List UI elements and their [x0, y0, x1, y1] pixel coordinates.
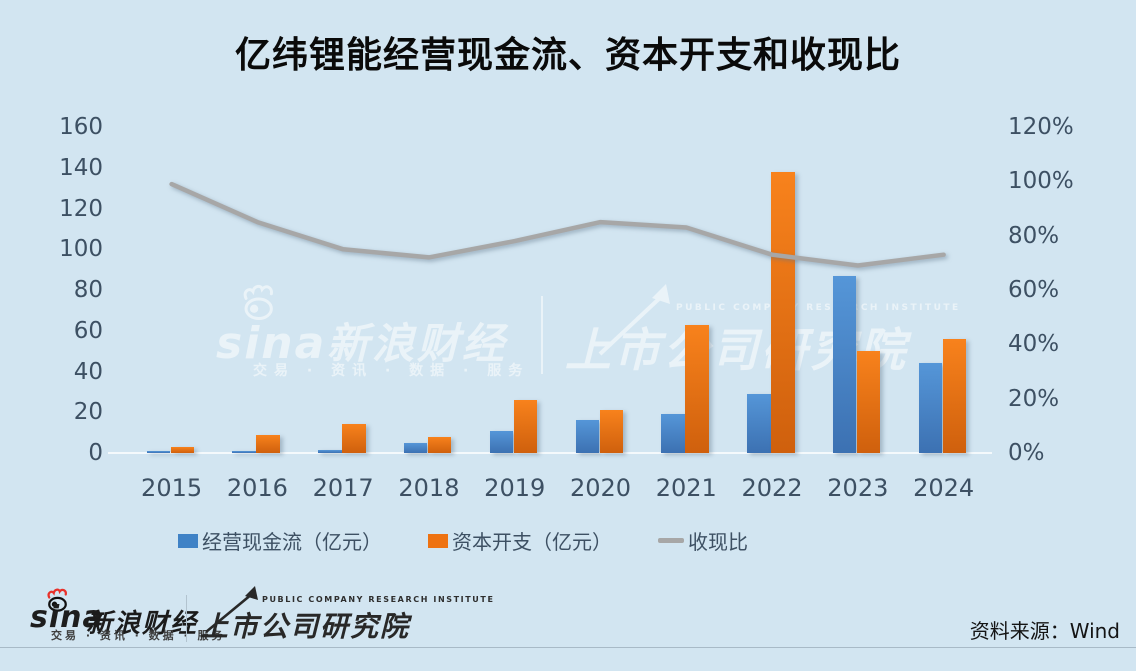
y-tick-left-100: 100	[59, 236, 103, 263]
bar-operating-cashflow-2018	[403, 442, 428, 453]
y-tick-right-40%: 40%	[1008, 331, 1060, 358]
bar-capex-2017	[342, 424, 366, 453]
legend-item-capex: 资本开支（亿元）	[428, 526, 612, 555]
watermark-arrow-icon	[598, 284, 670, 356]
legend-label: 资本开支（亿元）	[452, 530, 612, 554]
x-label-2019: 2019	[484, 474, 546, 502]
y-tick-left-20: 20	[73, 399, 103, 426]
watermark-sina-finance: 新浪财经	[327, 319, 508, 368]
y-tick-left-140: 140	[59, 154, 103, 181]
y-tick-right-20%: 20%	[1008, 385, 1060, 412]
x-label-2024: 2024	[913, 474, 975, 502]
y-tick-left-80: 80	[73, 277, 103, 303]
bar-capex-2024	[942, 338, 967, 453]
footer-institute-en: PUBLIC COMPANY RESEARCH INSTITUTE	[262, 595, 495, 604]
footer-tagline: 交易 · 资讯 · 数据 · 服务	[51, 629, 226, 642]
watermark-sina-wordmark: sina	[216, 318, 327, 369]
y-tick-left-160: 160	[59, 114, 103, 140]
bar-operating-cashflow-2019	[489, 430, 514, 453]
watermark-divider	[541, 296, 543, 374]
y-tick-left-40: 40	[73, 358, 103, 385]
legend-item-operating-cashflow: 经营现金流（亿元）	[178, 526, 382, 555]
legend: 经营现金流（亿元） 资本开支（亿元） 收现比	[178, 526, 748, 555]
bar-operating-cashflow-2022	[747, 393, 771, 453]
footer-arrow-icon	[205, 586, 258, 634]
y-tick-left-60: 60	[73, 317, 103, 344]
bar-operating-cashflow-2017	[318, 449, 342, 453]
bar-operating-cashflow-2023	[832, 275, 857, 453]
bar-capex-2022	[771, 171, 795, 453]
bar-capex-2019	[513, 400, 538, 453]
x-label-2015: 2015	[141, 474, 203, 502]
x-label-2016: 2016	[226, 474, 288, 502]
footer-sina-finance: 新浪财经	[86, 609, 199, 639]
y-tick-right-80%: 80%	[1008, 222, 1060, 249]
x-label-2022: 2022	[741, 474, 803, 502]
watermark-institute-en: PUBLIC COMPANY RESEARCH INSTITUTE	[676, 303, 961, 313]
bar-capex-2015	[170, 446, 195, 453]
line-cash-ratio	[169, 181, 946, 268]
bar-operating-cashflow-2016	[232, 450, 256, 453]
bar-operating-cashflow-2015	[146, 450, 171, 453]
y-tick-left-0: 0	[88, 440, 103, 466]
y-tick-right-0%: 0%	[1008, 440, 1045, 466]
legend-swatch	[178, 533, 198, 548]
sina-eye-icon	[47, 588, 67, 612]
footer-divider	[186, 595, 187, 642]
bar-capex-2021	[685, 324, 709, 453]
x-axis-line	[108, 452, 992, 454]
bar-capex-2018	[427, 436, 452, 453]
bar-operating-cashflow-2024	[918, 363, 943, 453]
bar-capex-2016	[256, 434, 280, 453]
x-label-2017: 2017	[312, 474, 374, 502]
footer-rule	[0, 647, 1136, 648]
y-tick-right-120%: 120%	[1008, 114, 1074, 140]
source-label: 资料来源：Wind	[969, 619, 1120, 643]
legend-label: 经营现金流（亿元）	[202, 530, 382, 554]
x-label-2018: 2018	[398, 474, 460, 502]
legend-swatch	[658, 538, 684, 543]
y-tick-right-100%: 100%	[1008, 168, 1074, 195]
watermark-tagline: 交易 · 资讯 · 数据 · 服务	[253, 363, 530, 379]
legend-label: 收现比	[688, 530, 748, 554]
x-label-2021: 2021	[655, 474, 717, 502]
x-label-2023: 2023	[827, 474, 889, 502]
bar-operating-cashflow-2020	[575, 420, 599, 453]
legend-item-cash-ratio: 收现比	[658, 526, 748, 555]
bar-operating-cashflow-2021	[661, 414, 685, 453]
sina-eye-icon	[243, 284, 273, 321]
y-tick-right-60%: 60%	[1008, 277, 1060, 303]
bar-capex-2023	[856, 351, 881, 453]
legend-swatch	[428, 533, 448, 548]
footer: sina 新浪财经 交易 · 资讯 · 数据 · 服务 PUBLIC COMPA…	[0, 570, 1136, 671]
y-tick-left-120: 120	[59, 195, 103, 222]
footer-institute-cn: 上市公司研究院	[200, 610, 411, 643]
footer-sina-wordmark: sina	[30, 600, 104, 635]
bar-capex-2020	[599, 410, 623, 453]
x-label-2020: 2020	[569, 474, 632, 502]
chart-title: 亿纬锂能经营现金流、资本开支和收现比	[234, 35, 901, 76]
